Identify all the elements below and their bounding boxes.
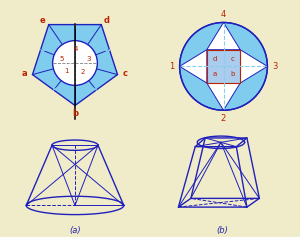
Polygon shape [180,50,207,83]
Text: 2: 2 [221,114,226,123]
Text: 1: 1 [169,62,174,71]
Text: 3: 3 [86,56,91,62]
Text: e: e [40,16,45,25]
Polygon shape [195,138,247,147]
Text: 4: 4 [74,46,78,52]
Text: (a): (a) [69,226,81,235]
Polygon shape [207,83,240,110]
Polygon shape [207,50,240,83]
Polygon shape [207,23,240,50]
Text: 1: 1 [65,68,69,74]
Text: c: c [231,56,235,62]
Text: a: a [212,71,217,77]
Text: 4: 4 [221,10,226,19]
Text: c: c [122,69,127,78]
Text: d: d [212,56,217,62]
Polygon shape [178,198,260,207]
Text: 5: 5 [59,56,64,62]
Text: 3: 3 [273,62,278,71]
Text: d: d [104,16,110,25]
Polygon shape [240,50,267,83]
Circle shape [180,23,267,110]
Text: (b): (b) [216,226,228,235]
Text: 2: 2 [81,69,85,75]
Text: b: b [72,109,78,118]
Text: a: a [22,69,28,78]
Circle shape [52,41,98,85]
Polygon shape [32,25,118,105]
Text: b: b [230,71,235,77]
